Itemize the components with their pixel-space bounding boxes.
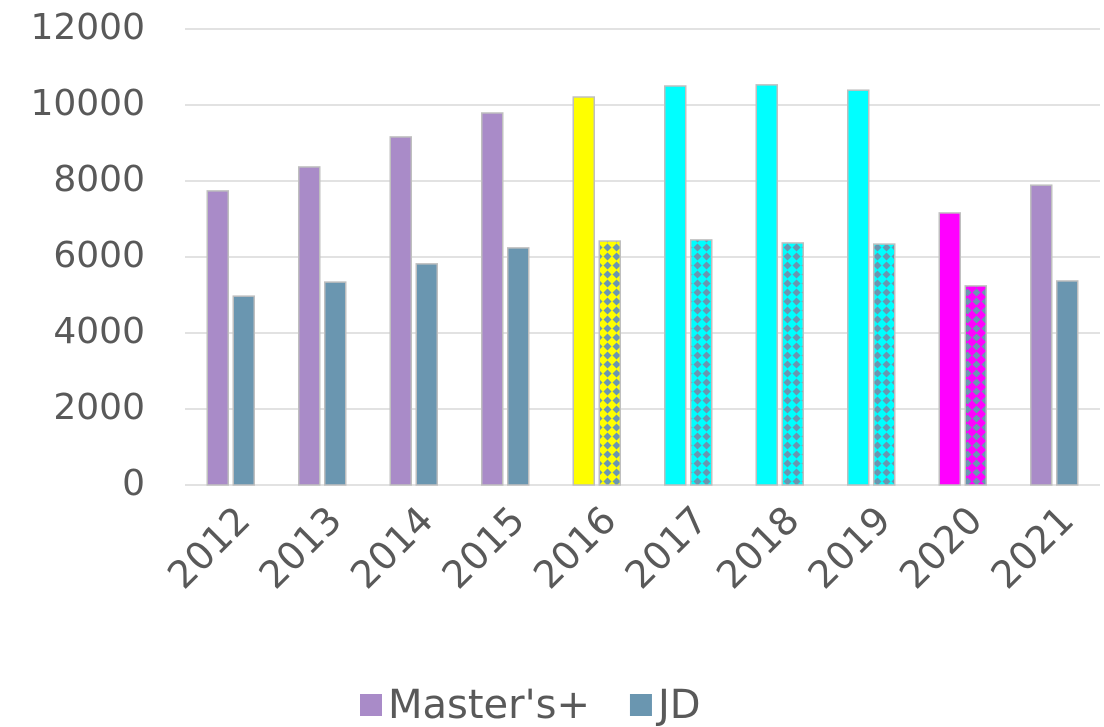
legend-swatch <box>360 694 382 716</box>
bar <box>964 285 987 486</box>
x-tick-label: 2016 <box>525 498 625 598</box>
y-tick-label: 2000 <box>53 387 145 428</box>
bar <box>598 240 621 486</box>
x-tick-label: 2019 <box>800 498 900 598</box>
bar <box>1056 280 1079 486</box>
legend-swatch <box>629 694 652 716</box>
y-tick-label: 10000 <box>30 83 145 124</box>
bar <box>298 166 321 486</box>
bar <box>690 239 713 486</box>
x-tick-label: 2018 <box>708 498 808 598</box>
bar <box>572 96 595 486</box>
bar <box>755 84 778 486</box>
y-tick-label: 0 <box>122 463 145 504</box>
bar <box>481 112 504 486</box>
x-tick-label: 2013 <box>251 498 351 598</box>
x-tick-label: 2015 <box>434 498 534 598</box>
bar <box>507 247 530 486</box>
bar <box>781 242 804 486</box>
y-tick-label: 12000 <box>30 7 145 48</box>
bar <box>324 281 347 486</box>
y-tick-label: 8000 <box>53 159 145 200</box>
bar <box>415 263 438 486</box>
x-tick-label: 2020 <box>891 498 991 598</box>
x-tick-label: 2012 <box>159 498 259 598</box>
y-tick-label: 4000 <box>53 311 145 352</box>
x-tick-label: 2021 <box>983 498 1083 598</box>
x-tick-label: 2014 <box>342 498 442 598</box>
legend-label: Master's+ <box>388 682 590 727</box>
bar <box>873 243 896 486</box>
bar <box>1030 184 1053 486</box>
y-tick-label: 6000 <box>53 235 145 276</box>
bar <box>938 212 961 486</box>
x-tick-label: 2017 <box>617 498 717 598</box>
bar <box>664 85 687 486</box>
bar <box>232 295 255 486</box>
legend-label: JD <box>655 682 701 727</box>
bar <box>847 89 870 486</box>
bar <box>389 136 412 486</box>
bar <box>206 190 229 486</box>
